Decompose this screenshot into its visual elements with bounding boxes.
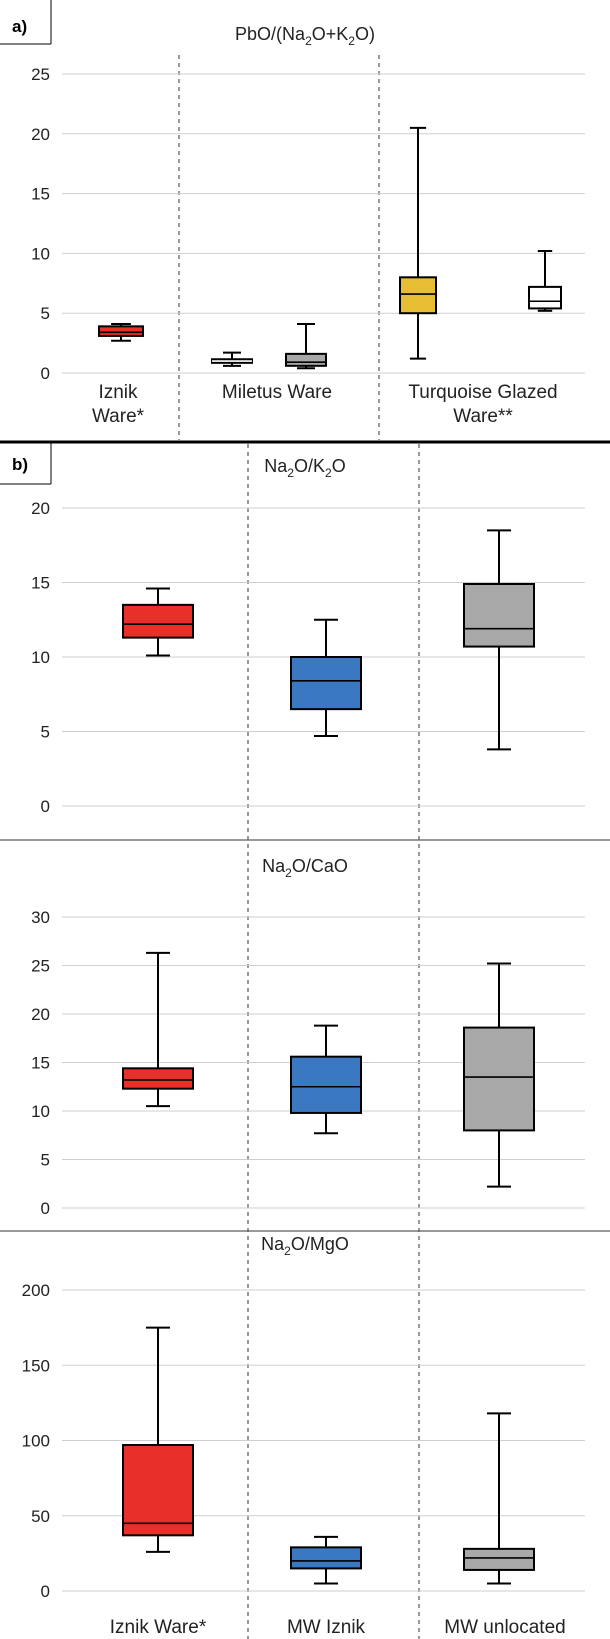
iqr-box bbox=[122, 603, 194, 639]
iqr-box bbox=[399, 276, 437, 315]
x-category-label: Miletus Ware bbox=[222, 382, 332, 403]
iqr-box bbox=[122, 1444, 194, 1537]
iqr-box bbox=[285, 352, 327, 367]
box-b2-0 bbox=[122, 951, 194, 1108]
x-category-label: MW Iznik bbox=[287, 1617, 366, 1638]
y-tick-label: 150 bbox=[22, 1356, 50, 1375]
box-a-0 bbox=[98, 322, 144, 342]
box-b1-2 bbox=[463, 529, 535, 751]
chart-title: Na2O/MgO bbox=[261, 1234, 349, 1258]
chart-a: PbO/(Na2O+K2O) 0 5 10 15 20 25 bbox=[31, 24, 585, 383]
box-b3-2 bbox=[463, 1412, 535, 1585]
chart-title: Na2O/CaO bbox=[262, 856, 348, 880]
panel-label-a: a) bbox=[12, 17, 27, 36]
y-tick-label: 20 bbox=[31, 1005, 50, 1024]
chart-b2: Na2O/CaO 0 5 10 15 20 25 30 bbox=[31, 856, 585, 1218]
box-a-4 bbox=[528, 250, 562, 312]
iqr-box bbox=[463, 1547, 535, 1571]
y-tick-label: 20 bbox=[31, 499, 50, 518]
x-category-label: Ware* bbox=[92, 406, 145, 427]
y-tick-label: 0 bbox=[41, 797, 50, 816]
y-tick-label: 200 bbox=[22, 1281, 50, 1300]
box-b2-2 bbox=[463, 962, 535, 1188]
y-tick-label: 0 bbox=[41, 1199, 50, 1218]
y-tick-label: 0 bbox=[41, 364, 50, 383]
x-category-label: Turquoise Glazed bbox=[408, 382, 557, 403]
y-tick-label: 10 bbox=[31, 244, 50, 263]
x-category-label: Ware** bbox=[453, 406, 513, 427]
iqr-box bbox=[463, 582, 535, 648]
chart-title: PbO/(Na2O+K2O) bbox=[235, 24, 375, 48]
chart-b3: Na2O/MgO 0 50 100 150 200 bbox=[22, 1234, 585, 1601]
chart-b1: Na2O/K2O 0 5 10 15 20 bbox=[31, 456, 585, 816]
y-tick-label: 50 bbox=[31, 1507, 50, 1526]
x-category-label: MW unlocated bbox=[444, 1617, 565, 1638]
y-tick-label: 30 bbox=[31, 908, 50, 927]
y-tick-label: 15 bbox=[31, 1054, 50, 1073]
iqr-box bbox=[290, 1546, 362, 1570]
y-tick-label: 10 bbox=[31, 648, 50, 667]
iqr-box bbox=[463, 1026, 535, 1132]
y-tick-label: 5 bbox=[41, 304, 50, 323]
iqr-box bbox=[98, 325, 144, 337]
box-b1-1 bbox=[290, 618, 362, 737]
box-a-3 bbox=[399, 126, 437, 360]
box-b2-1 bbox=[290, 1024, 362, 1135]
x-category-label: Iznik Ware* bbox=[110, 1617, 207, 1638]
box-b3-0 bbox=[122, 1326, 194, 1553]
y-tick-label: 100 bbox=[22, 1432, 50, 1451]
y-tick-label: 15 bbox=[31, 185, 50, 204]
y-tick-label: 25 bbox=[31, 65, 50, 84]
box-b3-1 bbox=[290, 1535, 362, 1585]
box-a-2 bbox=[285, 322, 327, 370]
y-tick-label: 20 bbox=[31, 125, 50, 144]
iqr-box bbox=[290, 1055, 362, 1114]
panel-label-b: b) bbox=[12, 455, 28, 474]
box-a-1 bbox=[211, 351, 253, 367]
iqr-box bbox=[528, 285, 562, 310]
iqr-box bbox=[122, 1067, 194, 1090]
y-tick-label: 0 bbox=[41, 1582, 50, 1601]
x-category-label: Iznik bbox=[98, 382, 138, 403]
chart-title: Na2O/K2O bbox=[264, 456, 345, 480]
y-tick-label: 5 bbox=[41, 723, 50, 742]
box-b1-0 bbox=[122, 587, 194, 657]
y-tick-label: 5 bbox=[41, 1151, 50, 1170]
y-tick-label: 15 bbox=[31, 574, 50, 593]
y-tick-label: 25 bbox=[31, 957, 50, 976]
iqr-box bbox=[290, 656, 362, 711]
y-tick-label: 10 bbox=[31, 1102, 50, 1121]
